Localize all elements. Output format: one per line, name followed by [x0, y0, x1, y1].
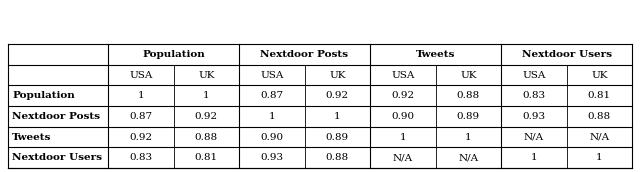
Text: 0.92: 0.92	[129, 132, 152, 142]
Text: Population: Population	[12, 91, 75, 100]
Text: N/A: N/A	[589, 132, 609, 142]
Text: 0.88: 0.88	[195, 132, 218, 142]
Text: Tweets: Tweets	[416, 50, 455, 59]
Text: 1: 1	[596, 153, 603, 162]
Text: 0.87: 0.87	[129, 112, 152, 121]
Text: 0.93: 0.93	[522, 112, 545, 121]
Text: USA: USA	[260, 71, 284, 79]
Text: N/A: N/A	[458, 153, 478, 162]
Text: 1: 1	[465, 132, 472, 142]
Text: 0.81: 0.81	[588, 91, 611, 100]
Text: N/A: N/A	[524, 132, 544, 142]
Text: 1: 1	[268, 112, 275, 121]
Text: UK: UK	[329, 71, 346, 79]
Text: 1: 1	[399, 132, 406, 142]
Text: 0.88: 0.88	[457, 91, 480, 100]
Text: UK: UK	[591, 71, 607, 79]
Text: 0.89: 0.89	[326, 132, 349, 142]
Text: UK: UK	[198, 71, 214, 79]
Text: USA: USA	[522, 71, 545, 79]
Text: 0.92: 0.92	[195, 112, 218, 121]
Text: Nextdoor Users: Nextdoor Users	[522, 50, 611, 59]
Text: 0.92: 0.92	[326, 91, 349, 100]
Text: 0.88: 0.88	[588, 112, 611, 121]
Text: UK: UK	[460, 71, 477, 79]
Text: 0.93: 0.93	[260, 153, 284, 162]
Text: USA: USA	[129, 71, 152, 79]
Text: Nextdoor Posts: Nextdoor Posts	[260, 50, 349, 59]
Text: Nextdoor Posts: Nextdoor Posts	[12, 112, 100, 121]
Text: 1: 1	[138, 91, 144, 100]
Text: 0.88: 0.88	[326, 153, 349, 162]
Text: 0.92: 0.92	[391, 91, 414, 100]
Text: 1: 1	[203, 91, 209, 100]
Text: 0.90: 0.90	[391, 112, 414, 121]
Text: 1: 1	[334, 112, 340, 121]
Text: Population: Population	[142, 50, 205, 59]
Text: 0.90: 0.90	[260, 132, 284, 142]
Text: Nextdoor Users: Nextdoor Users	[12, 153, 102, 162]
Text: USA: USA	[391, 71, 415, 79]
Text: 0.83: 0.83	[522, 91, 545, 100]
Text: N/A: N/A	[393, 153, 413, 162]
Text: Tweets: Tweets	[12, 132, 51, 142]
Text: 0.81: 0.81	[195, 153, 218, 162]
Text: 0.83: 0.83	[129, 153, 152, 162]
Text: 0.87: 0.87	[260, 91, 284, 100]
Text: 1: 1	[531, 153, 537, 162]
Text: 0.89: 0.89	[457, 112, 480, 121]
